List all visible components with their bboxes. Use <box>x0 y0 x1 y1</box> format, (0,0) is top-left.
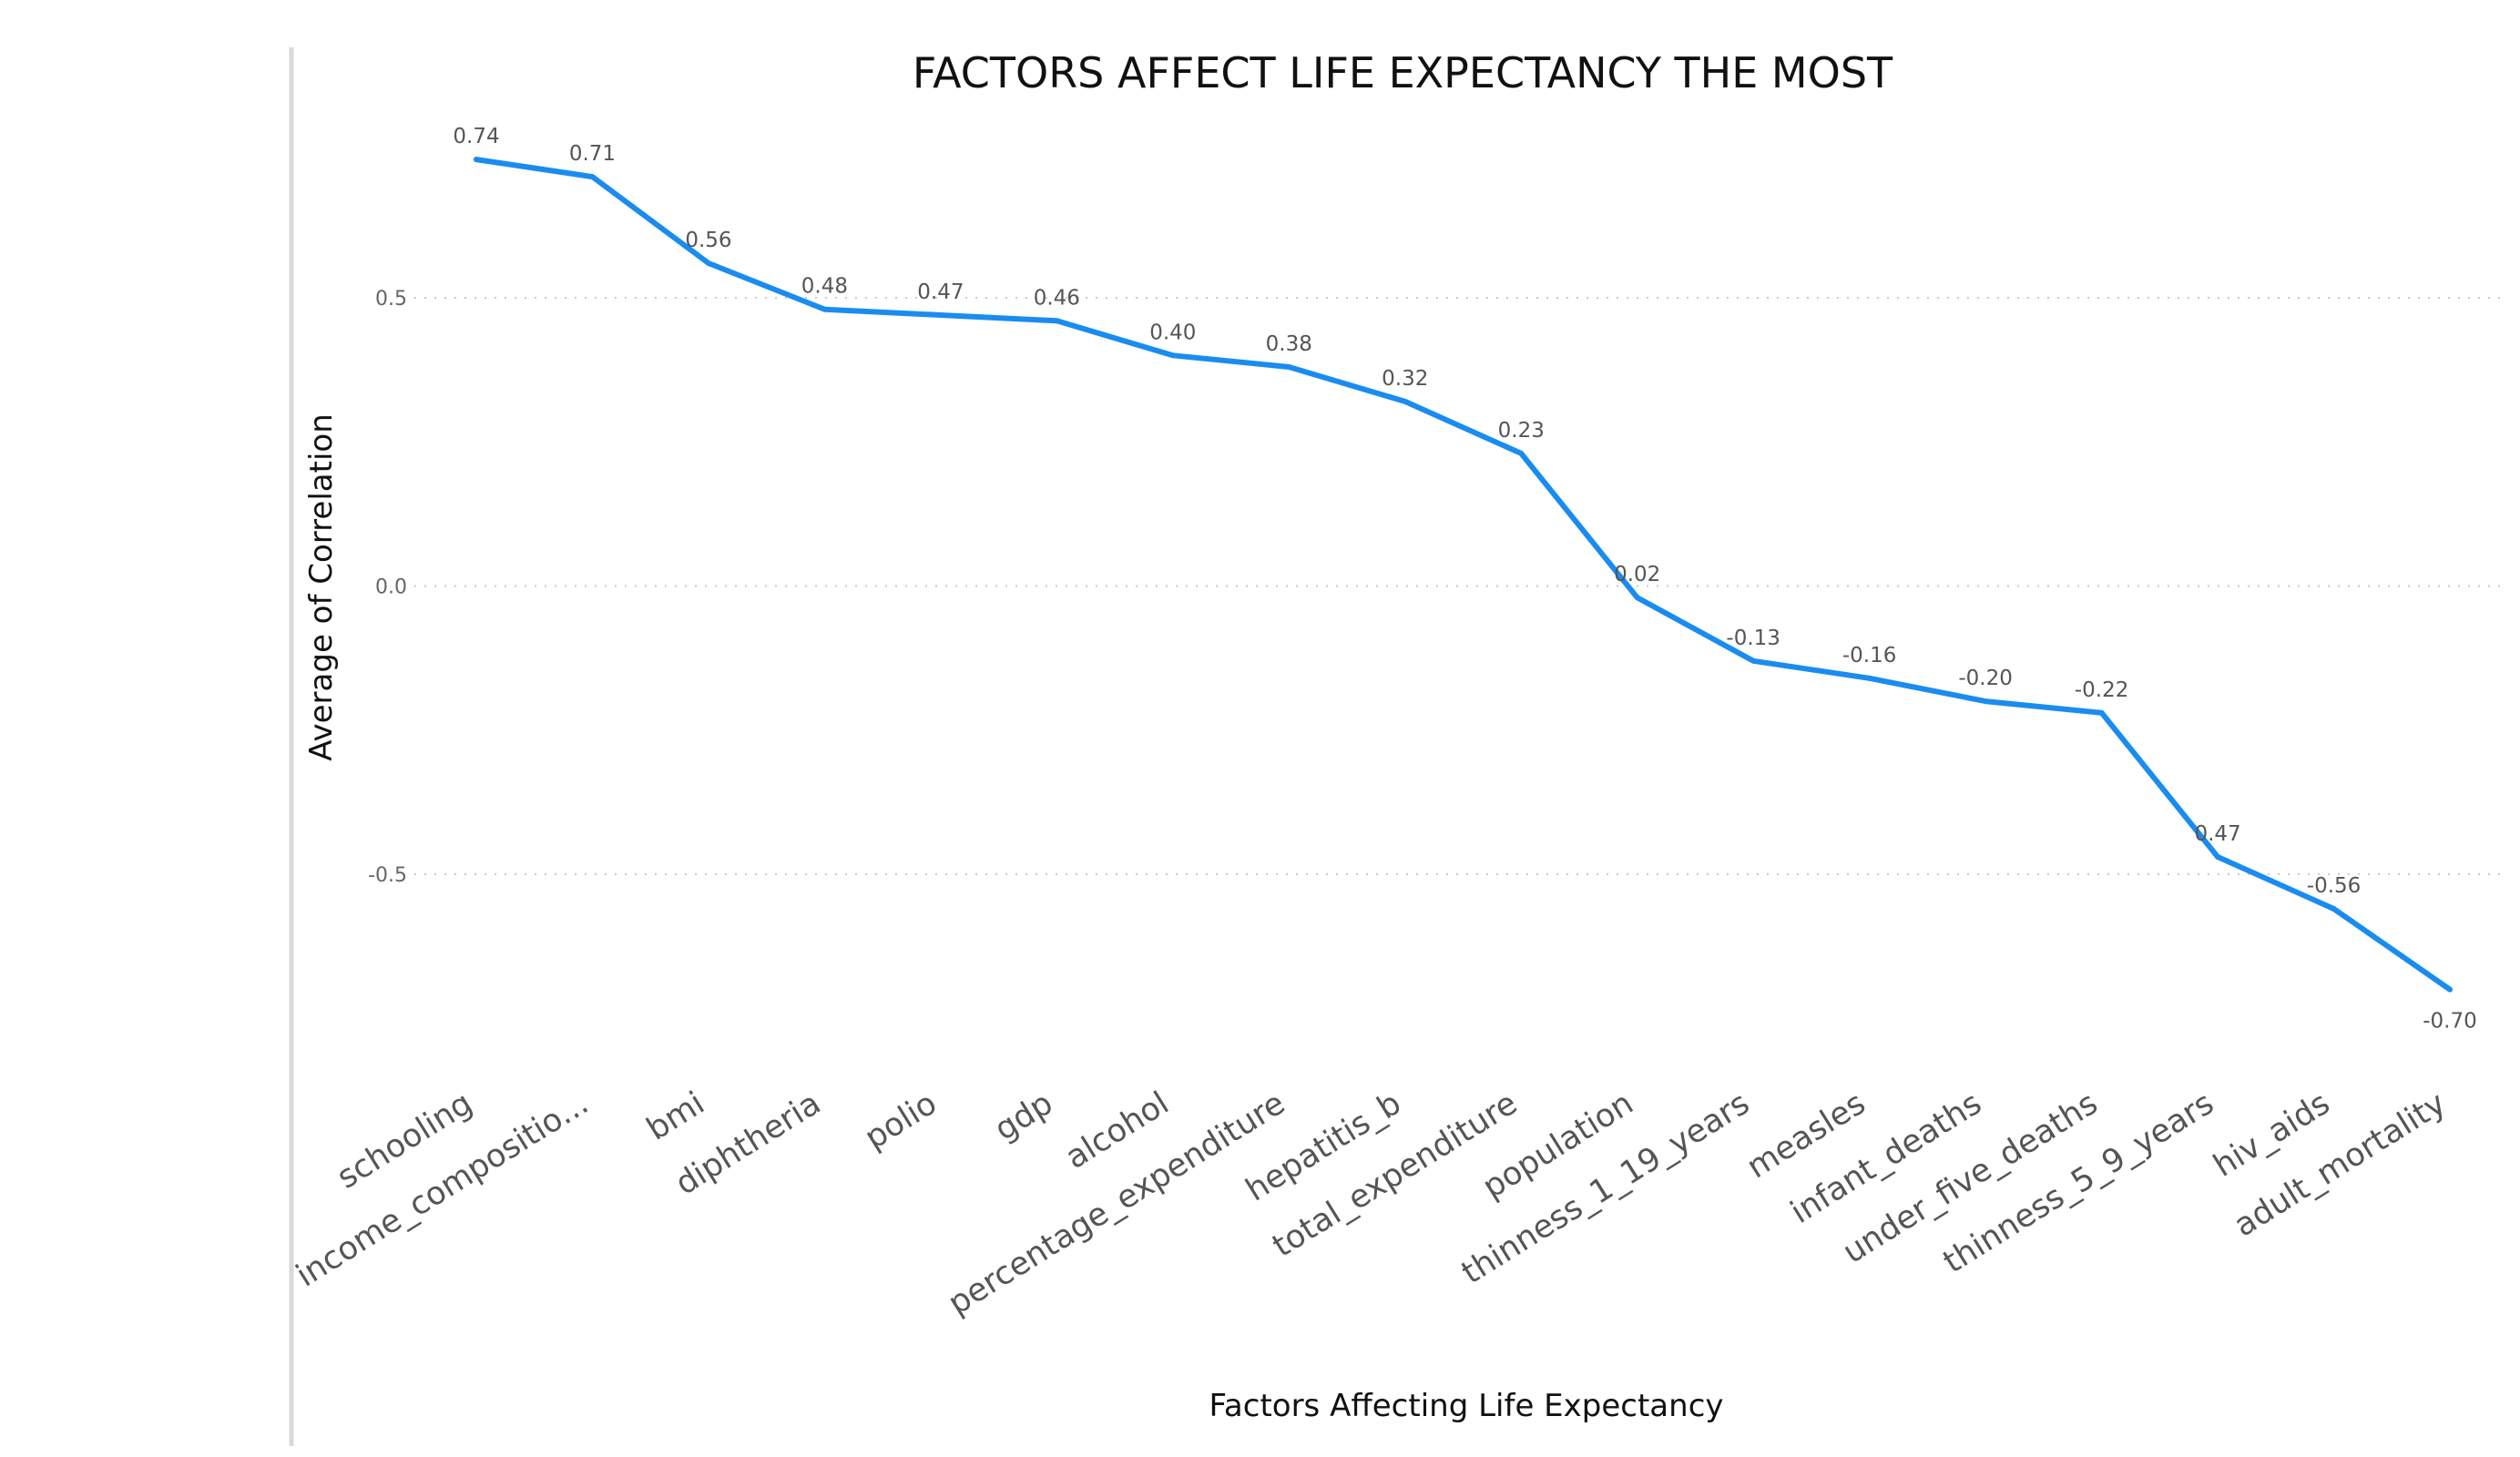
data-label: -0.22 <box>2075 678 2129 702</box>
x-axis-title: Factors Affecting Life Expectancy <box>1209 1388 1723 1424</box>
x-category-label: gdp <box>988 1085 1059 1148</box>
data-label: 0.48 <box>801 275 848 299</box>
data-point <box>2447 986 2453 993</box>
data-point <box>1750 657 1757 664</box>
data-point <box>1054 318 1060 324</box>
data-point <box>2215 854 2221 861</box>
x-category-label: adult_mortality <box>2228 1085 2453 1245</box>
data-point <box>1518 450 1525 456</box>
series-layer <box>474 157 2453 993</box>
data-label: 0.71 <box>569 142 616 166</box>
data-point <box>1866 675 1872 681</box>
data-point <box>821 306 828 312</box>
data-point <box>474 157 479 163</box>
data-point <box>2331 905 2337 912</box>
chart-title: FACTORS AFFECT LIFE EXPECTANCY THE MOST <box>913 48 1893 97</box>
y-tick-label: -0.5 <box>368 864 407 887</box>
series-line <box>474 157 2453 993</box>
data-point <box>1286 363 1292 370</box>
x-category-label: bmi <box>641 1085 711 1148</box>
data-point <box>1402 398 1408 404</box>
data-label: -0.70 <box>2423 1010 2477 1034</box>
data-point <box>1634 595 1640 601</box>
data-point <box>2098 709 2105 716</box>
x-category-label: polio <box>859 1085 944 1157</box>
data-label: 0.56 <box>685 229 731 252</box>
data-point <box>937 311 944 318</box>
data-label: 0.32 <box>1382 367 1428 391</box>
data-label: -0.56 <box>2307 874 2362 898</box>
data-point <box>1169 352 1176 359</box>
data-labels: 0.74 0.71 0.56 0.48 0.47 0.46 0.40 0.38 0.32 0.23… <box>453 125 2476 1034</box>
data-label: 0.74 <box>453 125 499 148</box>
data-label: 0.46 <box>1034 286 1080 310</box>
data-label: 0.40 <box>1149 321 1196 344</box>
data-label: 0.38 <box>1266 332 1312 356</box>
data-label: -0.20 <box>1958 667 2013 690</box>
data-point <box>1983 698 1989 705</box>
data-label: -0.13 <box>1726 627 1780 650</box>
y-tick-label: 0.0 <box>375 576 407 599</box>
gridlines <box>414 297 2505 875</box>
data-point <box>589 174 596 180</box>
y-tick-label: 0.5 <box>375 288 407 311</box>
y-axis-ticks: 0.5 0.0 -0.5 <box>368 288 407 887</box>
data-label: 0.47 <box>917 280 964 304</box>
data-label: -0.16 <box>1842 644 1897 667</box>
data-label: 0.47 <box>2194 822 2240 846</box>
y-axis-title: Average of Correlation <box>303 413 340 761</box>
data-label: 0.23 <box>1498 419 1545 443</box>
data-label: 0.02 <box>1614 563 1660 586</box>
data-point <box>705 260 711 267</box>
